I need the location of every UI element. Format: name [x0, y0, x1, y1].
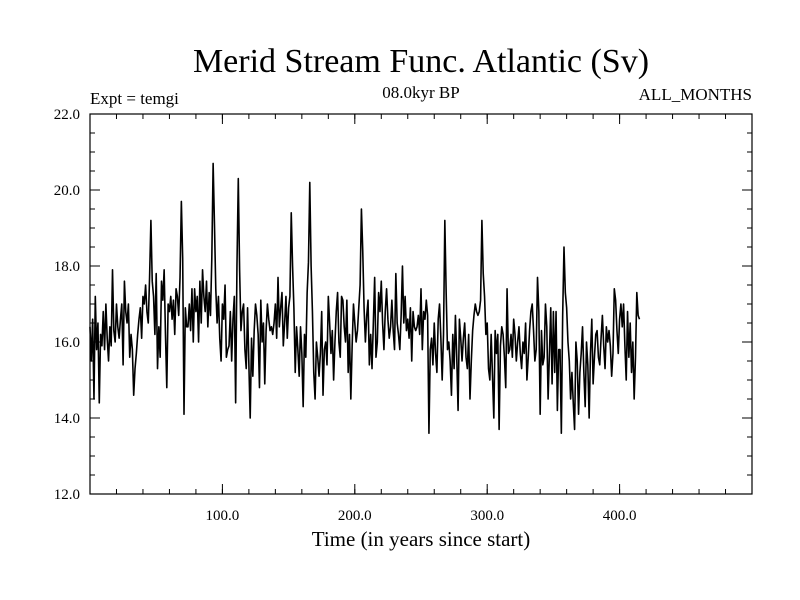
- y-tick-label: 22.0: [54, 107, 80, 123]
- axis-ticks: [90, 114, 752, 494]
- x-tick-label: 300.0: [470, 508, 504, 524]
- axis-tick-labels: 100.0 200.0 300.0 400.0 12.0 14.0 16.0 18.0 20.0…: [54, 107, 637, 524]
- x-tick-label: 100.0: [206, 508, 240, 524]
- x-axis-label: Time (in years since start): [312, 527, 531, 551]
- months-label: ALL_MONTHS: [639, 85, 752, 104]
- y-tick-label: 18.0: [54, 259, 80, 275]
- chart-title: Merid Stream Func. Atlantic (Sv): [193, 43, 649, 80]
- series-line: [89, 162, 641, 434]
- period-label: 08.0kyr BP: [382, 83, 459, 102]
- y-tick-label: 12.0: [54, 487, 80, 503]
- y-tick-label: 16.0: [54, 335, 80, 351]
- x-tick-label: 200.0: [338, 508, 372, 524]
- y-tick-label: 14.0: [54, 411, 80, 427]
- y-tick-label: 20.0: [54, 183, 80, 199]
- x-tick-label: 400.0: [603, 508, 637, 524]
- plot-frame: [89, 113, 753, 495]
- experiment-label: Expt = temgi: [90, 89, 179, 108]
